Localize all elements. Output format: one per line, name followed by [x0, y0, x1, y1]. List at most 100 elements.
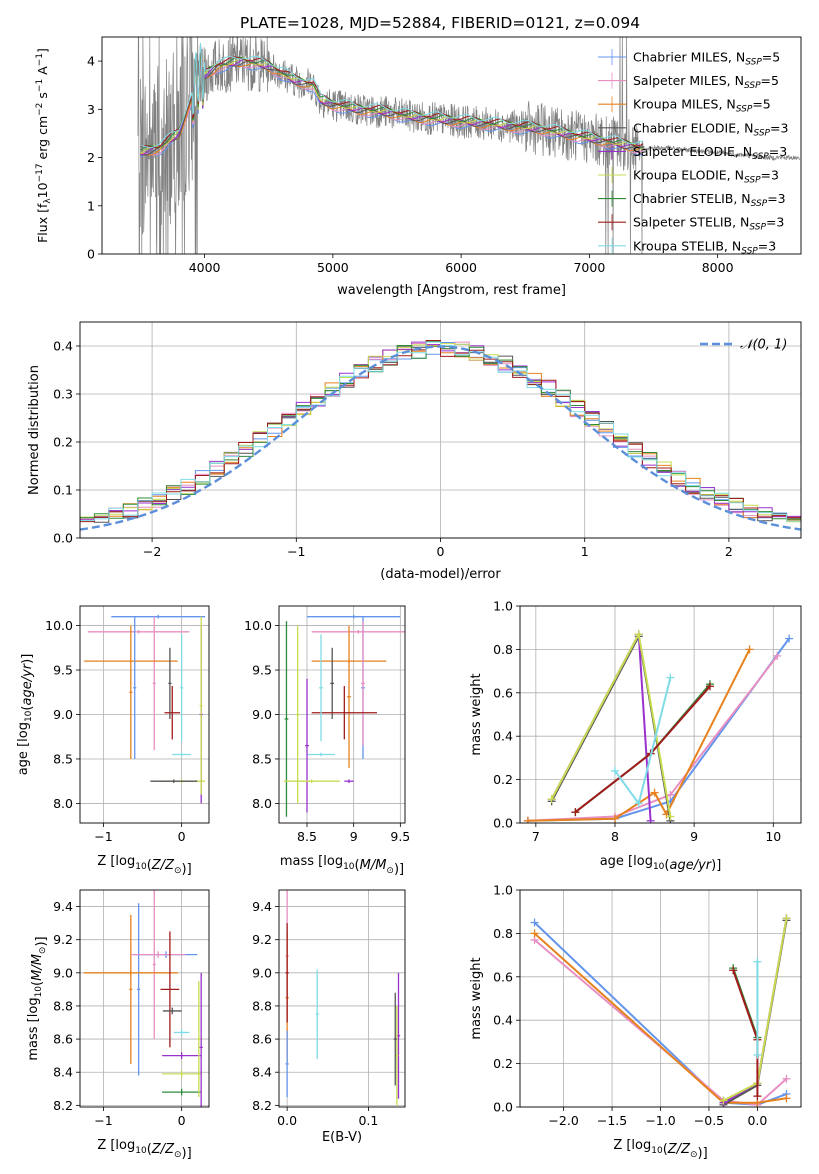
axes-frame — [79, 889, 210, 1108]
tick-label-x: 8.5 — [297, 829, 317, 844]
axes-age-vs-mass: 8.5 9 9.5 8.0 8.5 9.0 9.5 10.0 — [244, 606, 410, 844]
axes-frame — [79, 321, 802, 539]
legend-label: Kroupa MILES, NSSP=5 — [633, 97, 771, 115]
tick-label-x: 0 — [437, 544, 445, 559]
series-line — [550, 631, 672, 817]
y-axis-label: mass weight — [469, 673, 484, 755]
tick-label-y: 0.4 — [53, 339, 73, 354]
series-line — [527, 655, 779, 822]
legend-label: Salpeter STELIB, NSSP=3 — [633, 215, 784, 233]
tick-label-y: 10.0 — [244, 618, 272, 633]
tick-label-x: 7 — [532, 829, 540, 844]
tick-label-x: 9.5 — [390, 829, 410, 844]
tick-label-y: 9.0 — [53, 965, 73, 980]
series-line — [723, 918, 788, 1102]
massweight-vs-Z-plot — [530, 914, 791, 1107]
legend-label: Kroupa ELODIE, NSSP=3 — [633, 168, 779, 186]
axes-mass-vs-EBV: 0.0 0.1 8.2 8.4 8.6 8.8 9.0 9.2 9.4 — [252, 890, 405, 1128]
tick-label-y: 8.2 — [53, 1098, 73, 1113]
data-spectrum — [137, 37, 800, 254]
y-axis-label: mass [log10(M/M⊙)] — [26, 936, 49, 1060]
axes-frame — [519, 889, 802, 1108]
legend-label: Salpeter ELODIE, NSSP=3 — [633, 144, 787, 162]
mass-vs-EBV-plot — [285, 890, 401, 1106]
x-axis-label: age [log10(age/yr)] — [600, 854, 722, 873]
tick-label-x: 0 — [178, 829, 186, 844]
tick-label-y: 4 — [87, 54, 95, 69]
massweight-vs-age-plot — [523, 630, 794, 823]
tick-label-y: 9.0 — [53, 707, 73, 722]
legend-label: Salpeter MILES, NSSP=5 — [633, 73, 779, 91]
model-spectrum — [140, 42, 644, 148]
tick-label-y: 9.5 — [252, 663, 272, 678]
axes-mass-vs-Z: −1 0 8.2 8.4 8.6 8.8 9.0 9.2 9.4 — [53, 890, 209, 1128]
tick-label-y: 0.1 — [53, 483, 73, 498]
x-axis-label: (data-model)/error — [380, 567, 501, 582]
tick-label-y: 0.3 — [53, 387, 73, 402]
x-axis-label: Z [log10(Z/Z⊙)] — [97, 854, 191, 877]
figure-title: PLATE=1028, MJD=52884, FIBERID=0121, z=0… — [240, 14, 640, 32]
series-line — [533, 921, 787, 1106]
normal-curve — [80, 345, 801, 531]
tick-label-y: 0 — [87, 247, 95, 262]
tick-label-y: 0.2 — [53, 435, 73, 450]
legend-label: Kroupa STELIB, NSSP=3 — [633, 238, 776, 256]
series-line — [732, 969, 759, 1097]
tick-label-y: 8.4 — [53, 1065, 73, 1080]
axes-frame — [79, 605, 210, 824]
axes-frame — [519, 605, 802, 824]
histogram-series — [80, 341, 801, 523]
x-axis-label: Z [log10(Z/Z⊙)] — [613, 1138, 707, 1161]
mass-vs-Z-plot — [83, 890, 203, 1107]
tick-label-x: 0.1 — [358, 1113, 378, 1128]
tick-label-y: 9.5 — [53, 663, 73, 678]
tick-label-y: 0.6 — [493, 685, 513, 700]
axes-frame — [278, 605, 406, 824]
legend-label: Chabrier ELODIE, NSSP=3 — [633, 120, 788, 138]
tick-label-x: 9 — [690, 829, 698, 844]
x-axis-label: E(B-V) — [322, 1130, 362, 1145]
tick-label-y: 0.0 — [53, 531, 73, 546]
x-axis-label: wavelength [Angstrom, rest frame] — [337, 283, 566, 298]
axes-frame — [101, 36, 802, 255]
tick-label-x: 0.0 — [277, 1113, 297, 1128]
tick-label-y: 2 — [87, 150, 95, 165]
tick-label-y: 9.0 — [252, 707, 272, 722]
model-spectrum — [140, 46, 644, 151]
tick-label-y: 0.0 — [493, 1100, 513, 1115]
age-vs-mass-plot — [283, 614, 405, 817]
tick-label-x: −2 — [143, 544, 161, 559]
tick-label-y: 9.4 — [252, 899, 272, 914]
axes-frame — [278, 889, 406, 1108]
tick-label-y: 8.2 — [252, 1098, 272, 1113]
tick-label-y: 0.0 — [493, 816, 513, 831]
tick-label-y: 0.8 — [493, 926, 513, 941]
series-line — [533, 932, 787, 1104]
tick-label-y: 0.2 — [493, 772, 513, 787]
tick-label-y: 3 — [87, 102, 95, 117]
tick-label-x: −1 — [287, 544, 305, 559]
tick-label-x: −2.0 — [548, 1113, 578, 1128]
y-axis-label: Flux [fλ10−17 erg cm−2 s−1 A−1] — [35, 48, 53, 243]
tick-label-y: 9.0 — [252, 965, 272, 980]
tick-label-x: 1 — [581, 544, 589, 559]
legend-label: Chabrier MILES, NSSP=5 — [633, 50, 780, 68]
tick-label-x: 9 — [350, 829, 358, 844]
tick-label-y: 8.0 — [252, 796, 272, 811]
tick-label-y: 8.6 — [53, 1032, 73, 1047]
y-axis-label: age [log10(age/yr)] — [16, 654, 35, 776]
tick-label-x: 8 — [611, 829, 619, 844]
tick-label-y: 8.8 — [252, 998, 272, 1013]
tick-label-x: 0 — [178, 1113, 186, 1128]
tick-label-y: 0.4 — [493, 729, 513, 744]
x-axis-label: Z [log10(Z/Z⊙)] — [97, 1138, 191, 1161]
tick-label-x: −1 — [94, 1113, 112, 1128]
tick-label-y: 0.6 — [493, 969, 513, 984]
tick-label-y: 1.0 — [493, 599, 513, 614]
tick-label-x: 0.0 — [747, 1113, 767, 1128]
tick-label-x: 6000 — [445, 260, 477, 275]
tick-label-x: −1.0 — [645, 1113, 675, 1128]
tick-label-x: −0.5 — [694, 1113, 724, 1128]
axes-residuals: −2 −1 0 1 2 0.0 0.1 0.2 0.3 0.4 — [53, 322, 801, 559]
axes-age-vs-Z: −1 0 8.0 8.5 9.0 9.5 10.0 — [45, 606, 209, 844]
